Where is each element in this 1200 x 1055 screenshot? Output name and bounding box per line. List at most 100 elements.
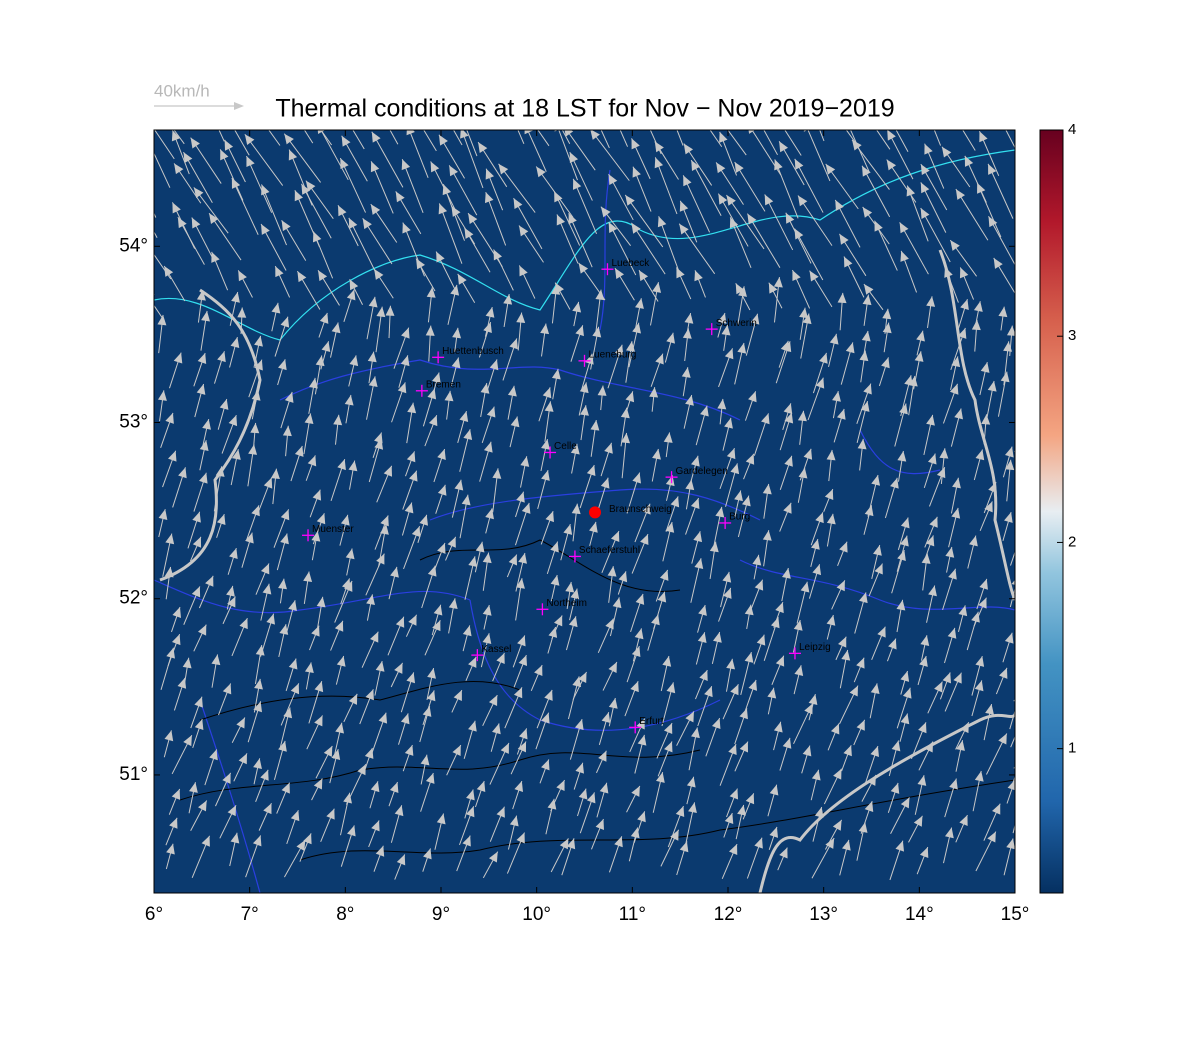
wind-arrow-head (304, 662, 314, 674)
wind-arrow-head (288, 658, 298, 670)
wind-arrow-shaft (631, 222, 666, 275)
wind-arrow-head (666, 682, 676, 694)
wind-arrow-head (516, 832, 525, 844)
wind-arrow-head (344, 394, 354, 406)
map-frame (153, 129, 1016, 894)
wind-arrow-head (466, 789, 475, 801)
wind-arrow-head (438, 134, 448, 146)
wind-arrow-head (836, 580, 845, 592)
wind-arrow-head (370, 631, 379, 643)
wind-arrow-head (739, 708, 748, 720)
wind-arrow-shaft (678, 223, 716, 275)
wind-arrow-head (917, 775, 927, 786)
wind-arrow-head (579, 382, 589, 394)
wind-arrow-head (998, 733, 1007, 745)
wind-arrow-head (942, 672, 952, 684)
wind-arrow-head (220, 149, 229, 161)
x-tick-label: 14° (905, 904, 934, 925)
wind-arrow-head (541, 439, 550, 450)
wind-arrow-head (694, 270, 703, 282)
wind-arrow-head (508, 554, 518, 566)
wind-arrow-head (509, 815, 519, 827)
wind-arrow-head (826, 614, 836, 626)
wind-arrow-head (314, 715, 323, 727)
wind-arrow-head (748, 679, 758, 691)
wind-arrow-head (444, 390, 454, 402)
wind-arrow-head (370, 161, 380, 173)
wind-arrow-head (224, 139, 234, 151)
wind-arrow-head (231, 292, 240, 303)
wind-arrow-head (826, 513, 836, 525)
wind-arrow-head (676, 267, 685, 279)
wind-arrow-head (476, 781, 486, 792)
wind-arrow-head (230, 832, 240, 844)
wind-arrow-head (924, 143, 933, 155)
wind-arrow-head (164, 730, 174, 742)
wind-arrow-head (981, 414, 991, 425)
wind-arrow-head (201, 835, 210, 847)
wind-arrow-head (166, 843, 175, 855)
wind-arrow-head (862, 294, 872, 306)
wind-arrow-head (631, 138, 640, 150)
wind-arrow-head (739, 741, 749, 753)
wind-arrow-head (548, 627, 558, 638)
wind-arrow-head (335, 722, 345, 734)
wind-arrow-head (649, 387, 659, 398)
wind-arrow-head (1014, 806, 1015, 807)
wind-arrow-head (568, 616, 578, 628)
wind-arrow-head (811, 769, 821, 781)
wind-arrow-head (411, 526, 421, 538)
city-label: Gardelegen (676, 466, 728, 477)
wind-arrow-head (712, 632, 722, 643)
wind-arrow-head (370, 204, 381, 215)
wind-arrow-head (340, 514, 350, 526)
wind-arrow-head (482, 633, 492, 645)
wind-arrow-head (691, 160, 700, 172)
wind-arrow-head (262, 583, 272, 595)
wind-arrow-head (670, 829, 679, 841)
wind-arrow-head (779, 847, 788, 859)
wind-arrow-head (380, 524, 389, 535)
wind-arrow-head (782, 341, 792, 353)
wind-arrow-head (238, 270, 247, 282)
wind-arrow-head (754, 579, 764, 591)
wind-arrow-head (835, 199, 844, 211)
wind-arrow-head (311, 625, 320, 637)
wind-arrow-head (401, 327, 410, 339)
wind-arrow-head (211, 654, 221, 666)
wind-arrow-head (974, 770, 984, 782)
wind-arrow-head (518, 655, 528, 667)
wind-arrow-shaft (231, 177, 259, 235)
wind-arrow-head (621, 432, 631, 444)
wind-arrow-head (209, 213, 219, 224)
wind-arrow-head (451, 357, 461, 369)
wind-arrow-head (945, 546, 955, 558)
wind-arrow-head (635, 298, 644, 309)
wind-arrow-head (724, 417, 733, 429)
wind-arrow-head (192, 536, 202, 548)
wind-arrow-head (957, 327, 967, 339)
wind-arrow-head (670, 496, 680, 508)
wind-arrow-head (462, 625, 472, 637)
wind-arrow-head (517, 635, 526, 647)
wind-arrow-head (227, 805, 237, 817)
wind-arrow-head (281, 782, 290, 794)
wind-arrow-head (385, 305, 395, 316)
wind-arrow-head (375, 845, 385, 857)
wind-arrow-shaft (654, 157, 678, 215)
wind-arrow-head (952, 477, 961, 489)
wind-arrow-head (380, 515, 389, 527)
wind-arrow-head (858, 592, 868, 604)
wind-arrow-head (340, 158, 349, 170)
wind-arrow-head (136, 198, 145, 209)
wind-arrow-shaft (920, 207, 951, 263)
wind-arrow-head (717, 313, 727, 324)
wind-arrow-head (569, 152, 579, 164)
wind-arrow-shaft (348, 217, 379, 277)
wind-arrow-head (280, 316, 290, 328)
wind-arrow-shaft (590, 130, 630, 181)
wind-arrow-head (900, 713, 910, 725)
wind-arrow-head (280, 509, 290, 521)
wind-arrow-head (550, 541, 559, 553)
wind-arrow-head (843, 256, 853, 268)
